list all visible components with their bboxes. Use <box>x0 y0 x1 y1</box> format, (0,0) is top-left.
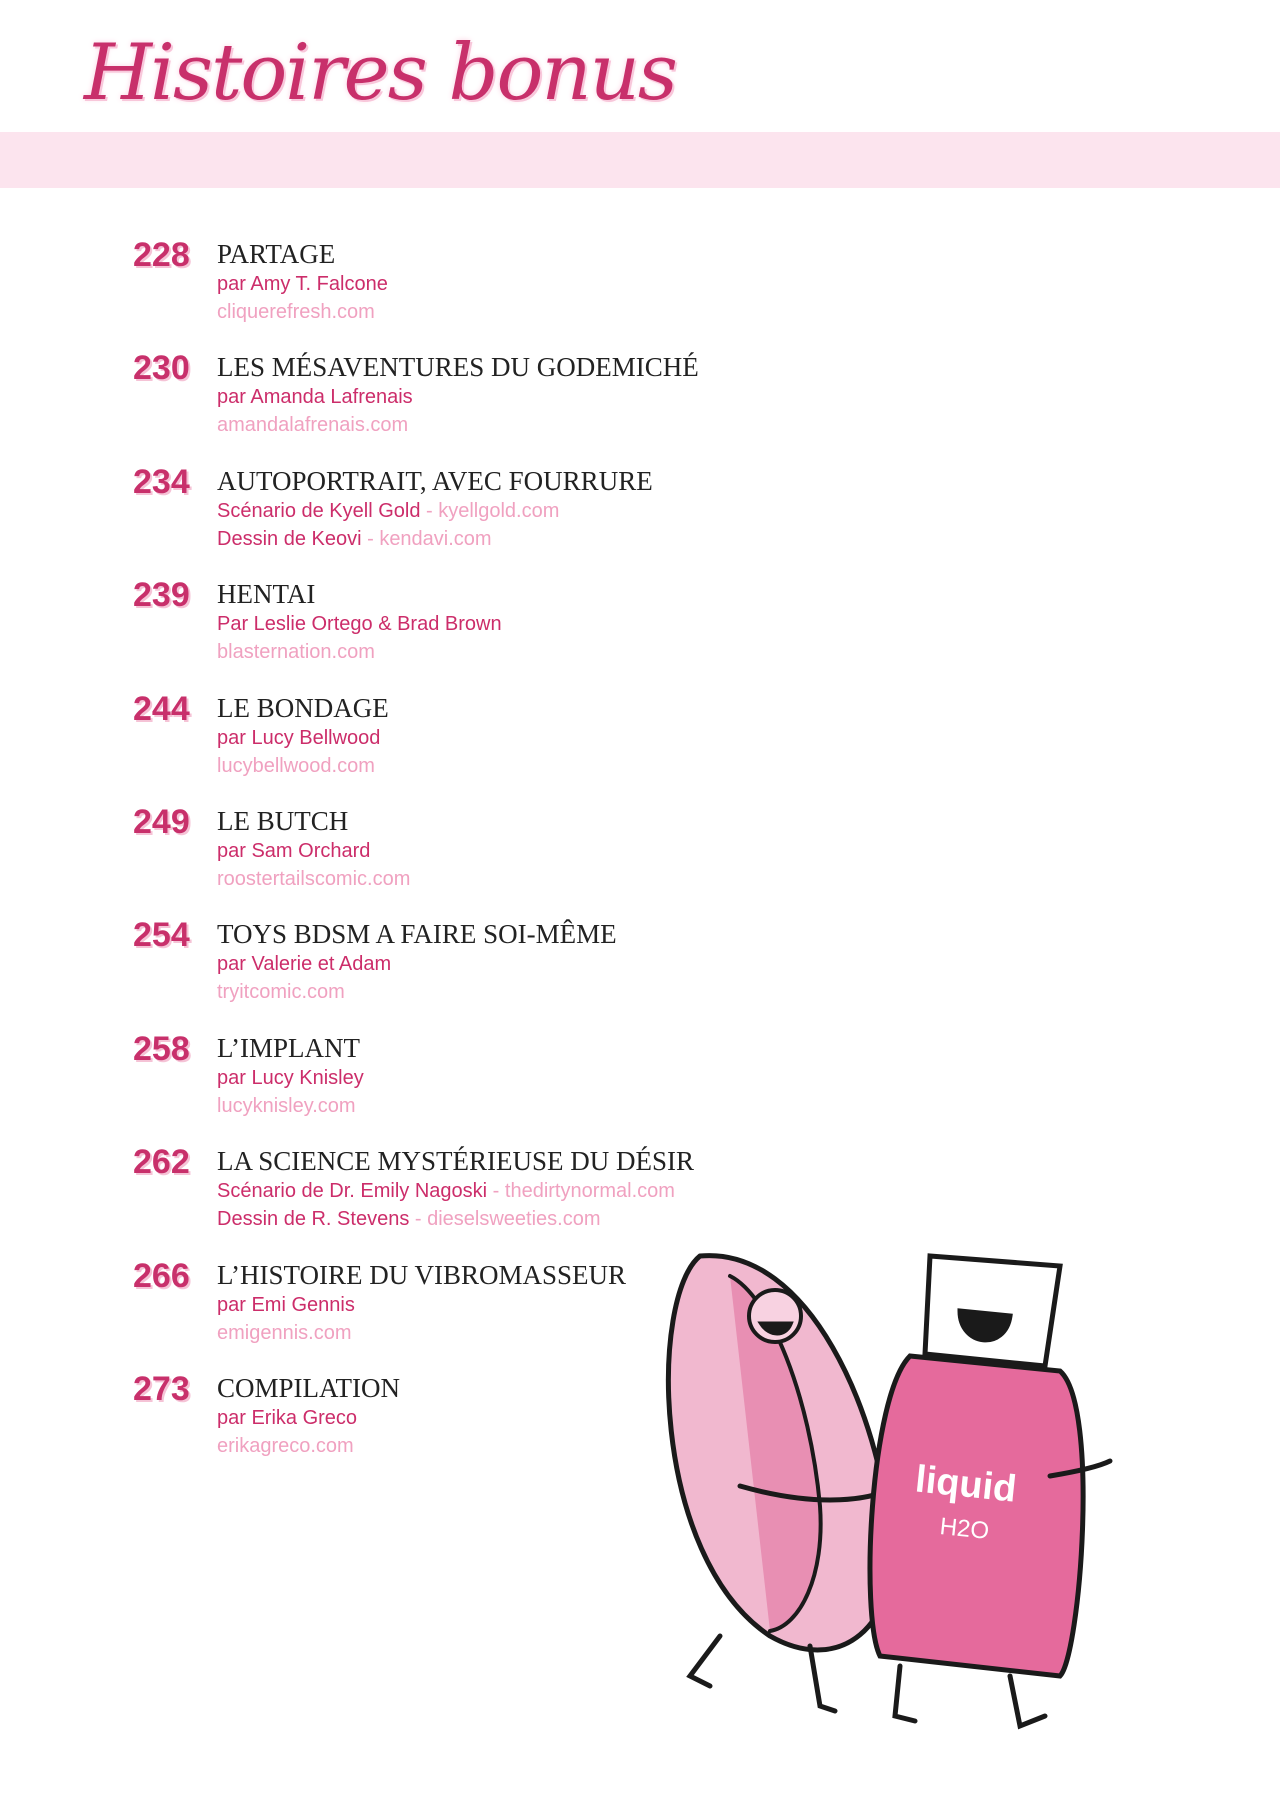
credit: Dessin de Keovi <box>217 527 362 550</box>
story-title: LA SCIENCE MYSTÉRIEUSE DU DÉSIR <box>217 1146 695 1177</box>
website-link: tryitcomic.com <box>217 981 345 1004</box>
credit: par Lucy Knisley <box>217 1066 364 1089</box>
website-link: roostertailscomic.com <box>217 867 411 890</box>
credit-line: tryitcomic.com <box>217 978 617 1006</box>
credit-line: lucybellwood.com <box>217 752 389 780</box>
page-number: 273 <box>133 1369 190 1408</box>
credit-line: par Sam Orchard <box>217 837 410 865</box>
website-link: erikagreco.com <box>217 1434 354 1457</box>
page-number: 249 <box>133 802 190 841</box>
page-number: 244 <box>133 689 190 728</box>
credit: Dessin de R. Stevens <box>217 1208 410 1231</box>
page-number: 258 <box>133 1029 190 1068</box>
credit-line: blasternation.com <box>217 638 502 666</box>
credit-line: Scénario de Dr. Emily Nagoski - thedirty… <box>217 1177 694 1205</box>
website-link: lucybellwood.com <box>217 754 375 777</box>
website-link: lucyknisley.com <box>217 1094 356 1117</box>
page-number: 230 <box>133 349 190 388</box>
page-number: 234 <box>133 462 190 501</box>
website-link: kyellgold.com <box>438 499 560 522</box>
credit: Scénario de Dr. Emily Nagoski <box>217 1180 488 1203</box>
bottle-sublabel: H2O <box>938 1513 990 1545</box>
page-number: 239 <box>133 576 190 615</box>
credit-line: Par Leslie Ortego & Brad Brown <box>217 610 502 638</box>
credit: par Lucy Bellwood <box>217 726 381 749</box>
separator: - <box>409 1208 428 1231</box>
credit-line: par Lucy Bellwood <box>217 724 389 752</box>
credit-line: emigennis.com <box>217 1319 626 1347</box>
credit-line: amandalafrenais.com <box>217 411 699 439</box>
page-number: 262 <box>133 1143 190 1182</box>
story-title: AUTOPORTRAIT, AVEC FOURRURE <box>217 465 653 496</box>
story-title: COMPILATION <box>217 1372 401 1403</box>
header-band <box>0 132 1280 188</box>
website-link: cliquerefresh.com <box>217 301 375 323</box>
credit: par Emi Gennis <box>217 1293 355 1316</box>
page-number: 266 <box>133 1256 190 1295</box>
story-title: LE BONDAGE <box>217 692 389 723</box>
credit: Par Leslie Ortego & Brad Brown <box>217 613 502 636</box>
illustration: liquid H2O <box>666 1253 1113 1730</box>
separator: - <box>487 1180 505 1203</box>
page-number: 254 <box>133 916 190 955</box>
credit-line: Scénario de Kyell Gold - kyellgold.com <box>217 497 653 525</box>
separator: - <box>361 527 380 550</box>
story-title: LE BUTCH <box>217 805 349 836</box>
page-number: 228 <box>133 236 190 274</box>
story-title: L’HISTOIRE DU VIBROMASSEUR <box>217 1259 627 1290</box>
credit-line: lucyknisley.com <box>217 1092 364 1120</box>
story-title: TOYS BDSM A FAIRE SOI-MÊME <box>217 919 617 950</box>
credit: par Valerie et Adam <box>217 953 392 976</box>
website-link: dieselsweeties.com <box>427 1208 601 1231</box>
story-title: LES MÉSAVENTURES DU GODEMICHÉ <box>217 352 699 383</box>
credit-line: roostertailscomic.com <box>217 865 410 893</box>
credit-line: erikagreco.com <box>217 1432 400 1460</box>
lubricant-bottle-character-illustration <box>867 1253 1113 1730</box>
credit-line: par Erika Greco <box>217 1404 400 1432</box>
credit: par Amy T. Falcone <box>217 273 388 295</box>
credit-line: cliquerefresh.com <box>217 298 388 326</box>
credit-line: par Valerie et Adam <box>217 950 617 978</box>
story-title: L’IMPLANT <box>217 1032 361 1063</box>
story-title: PARTAGE <box>217 239 336 269</box>
credit: par Sam Orchard <box>217 839 371 862</box>
website-link: amandalafrenais.com <box>217 414 409 437</box>
page-title: Histoires bonus <box>84 28 678 118</box>
credit-line: par Amy T. Falcone <box>217 270 388 298</box>
credit-line: Dessin de Keovi - kendavi.com <box>217 525 653 553</box>
credit: par Erika Greco <box>217 1406 358 1429</box>
website-link: kendavi.com <box>379 527 492 550</box>
story-title: HENTAI <box>217 579 316 610</box>
credit-line: par Emi Gennis <box>217 1291 626 1319</box>
credit-line: par Amanda Lafrenais <box>217 383 699 411</box>
website-link: blasternation.com <box>217 641 375 664</box>
separator: - <box>420 499 439 522</box>
credit-line: par Lucy Knisley <box>217 1064 364 1092</box>
website-link: emigennis.com <box>217 1321 352 1344</box>
credit: Scénario de Kyell Gold <box>217 499 421 522</box>
website-link: thedirtynormal.com <box>504 1180 675 1203</box>
credit-line: Dessin de R. Stevens - dieselsweeties.co… <box>217 1205 694 1233</box>
credit: par Amanda Lafrenais <box>217 386 413 409</box>
